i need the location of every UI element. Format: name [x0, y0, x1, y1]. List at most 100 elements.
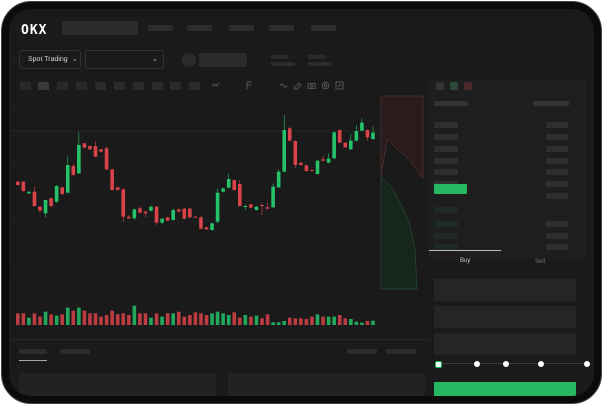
volume-bar [82, 310, 87, 325]
volume-bar [226, 315, 231, 325]
timeframe-button[interactable] [170, 82, 181, 90]
candle-up [243, 206, 248, 207]
timeframe-button[interactable] [57, 82, 68, 90]
ask-size [546, 122, 568, 128]
filter-button[interactable] [347, 349, 377, 354]
timeframe-button[interactable] [76, 82, 87, 90]
volume-bar [360, 322, 364, 325]
coin-avatar [182, 53, 196, 67]
nav-item[interactable] [229, 25, 254, 31]
price-input[interactable] [434, 279, 576, 301]
orderbook-both-icon[interactable] [436, 82, 444, 90]
search-bar[interactable] [62, 21, 138, 35]
bid-price [434, 233, 458, 239]
indicator-icon[interactable] [245, 81, 254, 90]
nav-item[interactable] [269, 25, 294, 31]
orderbook-header [533, 101, 569, 106]
candle-down [60, 187, 64, 194]
candle-down [238, 184, 242, 206]
draw-line-icon[interactable] [279, 81, 288, 90]
nav-item[interactable] [311, 25, 336, 31]
volume-bar [171, 313, 175, 325]
tab-buy[interactable]: Buy [460, 258, 471, 264]
timeframe-button[interactable] [20, 82, 31, 90]
volume-bar [343, 318, 348, 325]
volume-bar [188, 315, 192, 325]
filter-button[interactable] [386, 349, 416, 354]
timeframe-button[interactable] [152, 82, 163, 90]
candlestick-chart[interactable] [9, 9, 429, 339]
ask-price [434, 169, 458, 175]
candle-type-icon[interactable] [211, 81, 220, 90]
candle-down [176, 209, 181, 212]
volume-bar [326, 316, 331, 325]
candle-down [232, 180, 237, 190]
market-select[interactable]: Spot Trading ⌄ [19, 50, 81, 69]
tab-open-orders[interactable] [19, 349, 47, 354]
tab-history[interactable] [60, 349, 90, 354]
bid-price [434, 221, 458, 227]
volume-bar [371, 320, 375, 325]
volume-bar [132, 305, 137, 325]
volume-bar [60, 314, 64, 325]
panel-card [228, 373, 425, 396]
slider-step[interactable] [538, 361, 544, 367]
okx-logo: OKX [21, 23, 48, 38]
candle-up [254, 206, 259, 210]
volume-bar [38, 316, 42, 325]
volume-bar [204, 315, 209, 325]
volume-bar [210, 313, 214, 325]
nav-item[interactable] [187, 25, 212, 31]
slider-step[interactable] [474, 361, 480, 367]
slider-step[interactable] [584, 361, 590, 367]
last-price [434, 184, 467, 194]
candle-down [138, 208, 142, 213]
ask-price [434, 122, 458, 128]
stat-value [271, 62, 295, 66]
volume-bar [321, 316, 325, 325]
timeframe-button[interactable] [189, 82, 200, 90]
amount-input[interactable] [434, 306, 576, 328]
ask-size [546, 158, 568, 164]
timeframe-button[interactable] [133, 82, 144, 90]
candle-up [171, 210, 175, 220]
volume-bar [71, 310, 76, 325]
volume-bar [160, 316, 164, 325]
ruler-icon[interactable] [293, 81, 302, 90]
ask-price [434, 134, 458, 140]
camera-icon[interactable] [307, 81, 316, 90]
nav-item[interactable] [148, 25, 173, 31]
slider-track[interactable] [438, 363, 588, 364]
timeframe-button[interactable] [95, 82, 106, 90]
orderbook-buy-icon[interactable] [450, 82, 458, 90]
total-input[interactable] [434, 333, 576, 355]
slider-handle[interactable] [435, 361, 442, 368]
candle-up [65, 165, 70, 193]
ask-price [434, 158, 458, 164]
timeframe-button[interactable] [114, 82, 125, 90]
candle-down [337, 130, 342, 143]
fullscreen-icon[interactable] [335, 81, 344, 90]
volume-bar [287, 317, 292, 325]
candle-up [77, 145, 81, 174]
buy-submit-button[interactable] [434, 382, 576, 396]
slider-step[interactable] [503, 361, 509, 367]
candle-up [371, 132, 375, 139]
volume-bar [304, 319, 309, 325]
market-select-label: Spot Trading [28, 56, 68, 63]
bid-size [546, 221, 568, 227]
settings-icon[interactable] [321, 81, 330, 90]
candle-up [326, 158, 331, 163]
orderbook-sell-icon[interactable] [464, 82, 472, 90]
candle-down [38, 206, 42, 211]
orderbook-header [434, 101, 468, 106]
candle-down [204, 227, 209, 230]
timeframe-button[interactable] [38, 82, 49, 90]
candle-down [71, 166, 76, 175]
candle-up [276, 171, 281, 188]
pair-select[interactable]: ⌄ [85, 50, 164, 69]
bid-size [546, 244, 568, 250]
tab-sell[interactable]: Sell [535, 259, 546, 265]
volume-bar [199, 313, 203, 325]
candle-down [16, 181, 20, 185]
